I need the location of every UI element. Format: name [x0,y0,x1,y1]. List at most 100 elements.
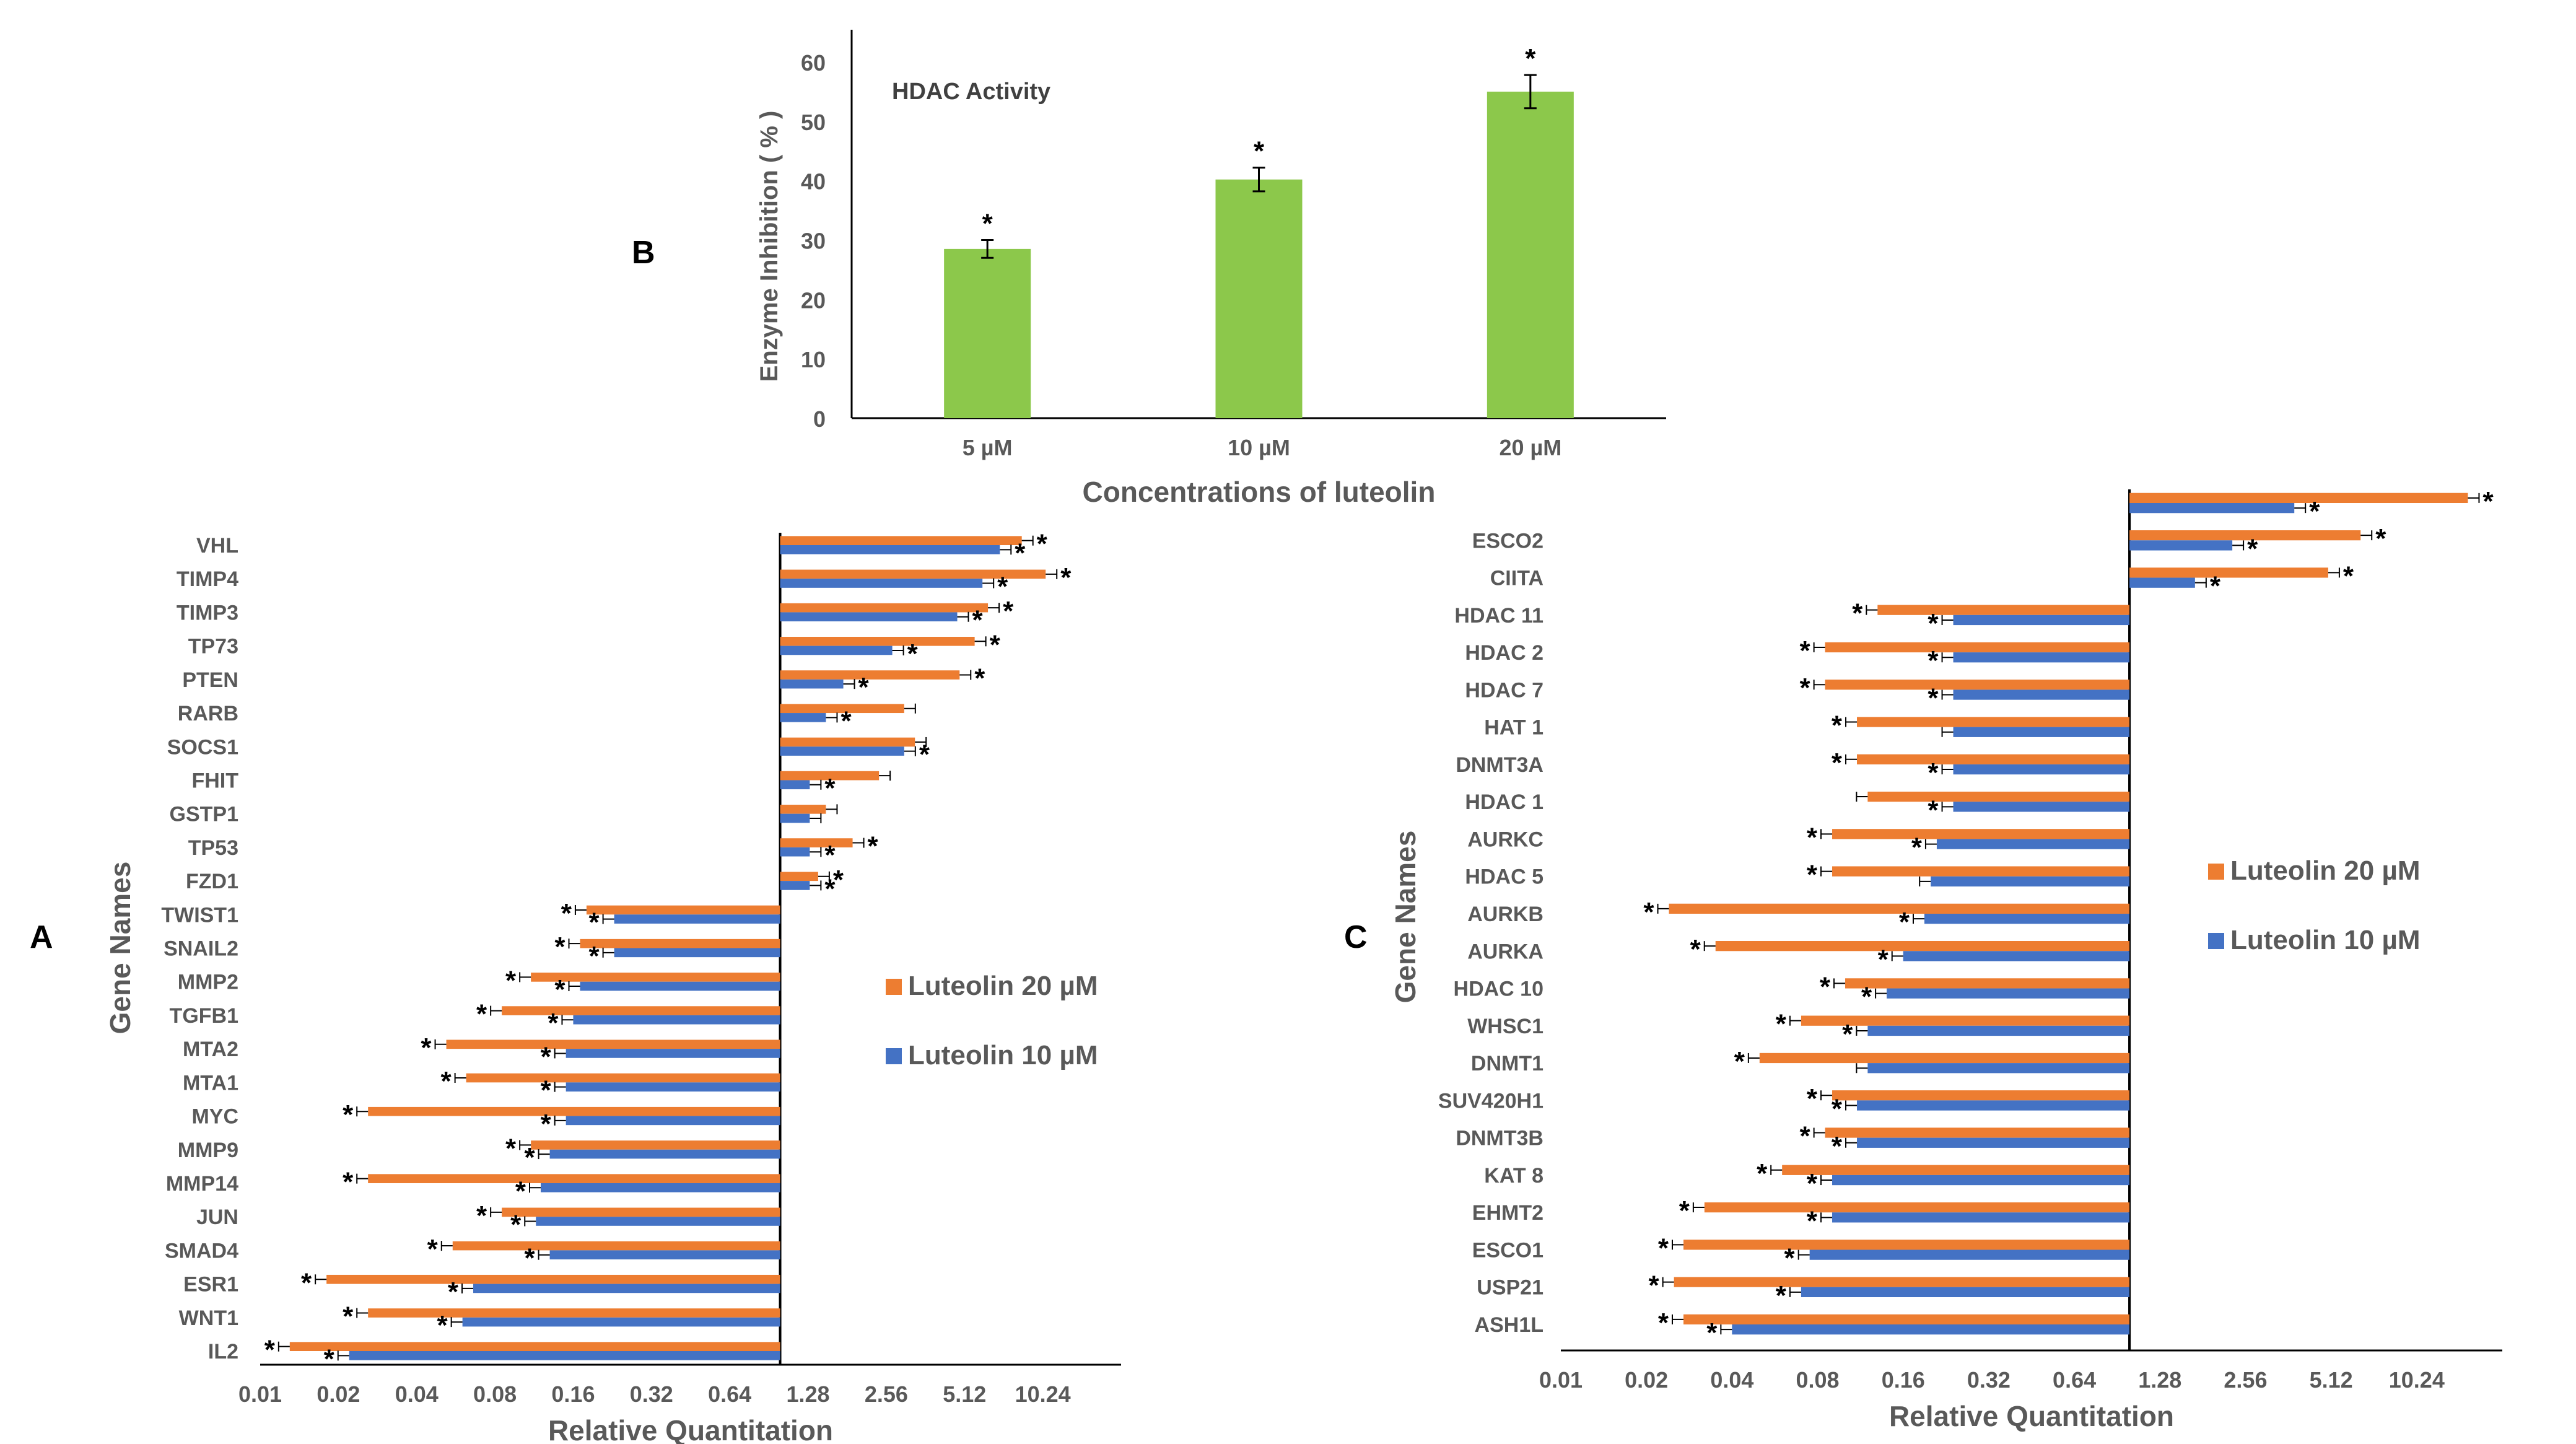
significance-star: * [1658,1308,1669,1338]
gene-label: PTEN [182,668,238,692]
significance-star: * [1254,136,1265,167]
bar-luteolin-20 [780,569,1046,579]
x-tick-label: 0.32 [630,1381,673,1407]
bar-luteolin-20 [1825,1127,2130,1138]
gene-label: AURKA [1467,940,1543,963]
bar-luteolin-10 [462,1317,780,1327]
bar-luteolin-20 [1832,829,2130,839]
legend-swatch [2208,933,2224,949]
significance-star: * [515,1176,526,1206]
x-tick-label: 20 µM [1499,435,1561,460]
bar-luteolin-10 [780,813,810,823]
legend-label: Luteolin 10 µM [908,1040,1098,1070]
significance-star: * [548,1008,559,1038]
bar-luteolin-10 [349,1351,780,1360]
bar-luteolin-10 [536,1217,780,1226]
bar-luteolin-10 [580,981,780,991]
x-tick-label: 0.16 [551,1381,595,1407]
significance-star: * [1776,1280,1787,1311]
gene-label: MTA2 [183,1038,238,1061]
significance-star: * [1861,982,1872,1012]
significance-star: * [554,974,565,1005]
bar-luteolin-10 [1857,1100,2130,1111]
chart-title: HDAC Activity [892,79,1050,105]
significance-star: * [1928,758,1939,788]
significance-star: * [554,932,565,962]
gene-label: FZD1 [186,870,238,893]
bar-luteolin-20 [780,771,880,781]
bar-luteolin-10 [1953,652,2130,663]
significance-star: * [1928,645,1939,676]
bar-luteolin-10 [565,1082,780,1092]
gene-label: ASH1L [1475,1313,1543,1337]
gene-label: FHIT [191,769,238,792]
bar-luteolin-20 [780,636,975,646]
x-tick-label: 5.12 [943,1381,986,1407]
bar-luteolin-20 [1857,754,2130,764]
bar-luteolin-10 [565,1116,780,1126]
bar-luteolin-20 [368,1308,780,1318]
significance-star: * [421,1033,432,1063]
legend-swatch [886,979,902,995]
significance-star: * [561,898,572,929]
chart-b: 0 10 20 30 40 50 60 * 5 µM * 10 µM * 20 µM HDAC Activ… [756,30,1666,508]
bar-luteolin-20 [1857,717,2130,727]
y-axis-title: Enzyme Inhibition ( % ) [756,111,783,382]
gene-label: HDAC 10 [1454,978,1543,1001]
x-axis-title: Concentrations of luteolin [1083,476,1436,508]
gene-label: AURKB [1467,903,1543,926]
x-tick-label: 0.02 [317,1381,360,1407]
significance-star: * [972,605,984,636]
bar-luteolin-20 [1683,1314,2130,1324]
x-tick-label: 0.64 [2053,1367,2096,1393]
bar-luteolin-20 [2129,492,2468,503]
bar-luteolin-20 [1683,1240,2130,1250]
significance-star: * [824,773,836,803]
significance-star: * [1800,673,1811,703]
bar-luteolin-10 [1867,1025,2130,1036]
bar-luteolin-20 [780,670,960,680]
gene-label: HDAC 2 [1465,641,1543,665]
gene-label: MMP9 [178,1139,238,1162]
gene-label: AURKC [1467,828,1543,851]
y-tick-label: 20 [801,287,826,313]
gene-label: MTA1 [183,1071,238,1095]
bar-luteolin-10 [780,645,893,655]
x-axis-title: Relative Quantitation [1889,1400,2174,1432]
panel-label-a: A [30,919,53,955]
significance-star: * [448,1277,459,1307]
y-tick-label: 50 [801,110,826,135]
bar-luteolin-10 [1903,951,2130,961]
gene-label: WNT1 [179,1306,238,1330]
chart-a: 0.01 0.02 0.04 0.08 0.16 0.32 0.64 1.28 2.56 5.12… [104,529,1121,1444]
bar-luteolin-10 [1801,1287,2130,1298]
gene-label: TP53 [188,836,238,860]
significance-star: * [1800,1121,1811,1151]
bar-luteolin-20 [368,1106,780,1116]
significance-star: * [1757,1158,1768,1189]
y-tick-label: 10 [801,347,826,372]
bar-luteolin-10 [1867,1063,2130,1074]
bar-luteolin-20 [1782,1165,2130,1175]
x-tick-label: 5.12 [2310,1367,2353,1393]
gene-label: MMP14 [166,1172,238,1196]
significance-star: * [1690,934,1701,965]
gene-label: HDAC 1 [1465,790,1543,814]
bar-luteolin-20 [1877,605,2130,615]
bar-luteolin-10 [780,579,983,588]
gene-label: SUV420H1 [1438,1089,1543,1113]
bar-luteolin-10 [780,746,904,756]
x-tick-label: 10.24 [2389,1367,2445,1393]
significance-star: * [1878,944,1889,974]
significance-star: * [1807,1083,1818,1114]
significance-star: * [427,1234,439,1264]
significance-star: * [2375,523,2386,554]
gene-label: HAT 1 [1484,716,1543,740]
bar-luteolin-20 [1674,1277,2130,1287]
bar-luteolin-10 [614,948,780,958]
significance-star: * [1706,1318,1718,1348]
significance-star: * [1852,598,1863,629]
legend-label: Luteolin 20 µM [2230,855,2420,886]
gene-label: SMAD4 [165,1239,238,1262]
significance-star: * [2482,486,2494,517]
